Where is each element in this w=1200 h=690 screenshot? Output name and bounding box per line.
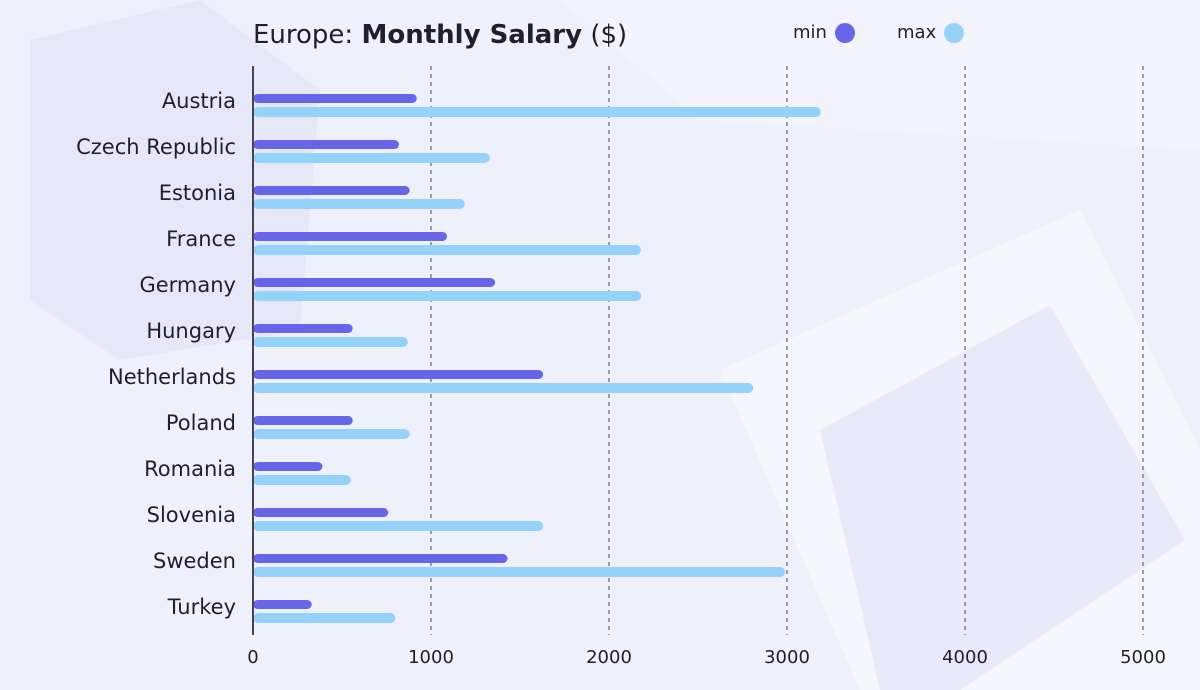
- bar-min: [253, 462, 323, 471]
- bar-min: [253, 324, 353, 333]
- bar-min: [253, 370, 544, 379]
- bar-max: [253, 153, 490, 163]
- legend-min-label: min: [793, 22, 827, 43]
- x-tick-label: 5000: [1120, 647, 1166, 668]
- legend-max: max: [897, 22, 965, 43]
- bar-max: [253, 383, 754, 393]
- chart-title: Europe: Monthly Salary ($): [253, 20, 627, 50]
- category-label: Turkey: [167, 595, 236, 619]
- bar-max: [253, 567, 786, 577]
- category-label: Poland: [165, 411, 236, 435]
- bar-min: [253, 186, 410, 195]
- bar-max: [253, 337, 408, 347]
- bar-max: [253, 521, 544, 531]
- category-label: Sweden: [153, 549, 236, 573]
- bar-min: [253, 94, 417, 103]
- x-tick-label: 0: [247, 647, 259, 668]
- category-label: Czech Republic: [76, 135, 236, 159]
- bar-min: [253, 232, 448, 241]
- category-label: Netherlands: [107, 365, 236, 389]
- bar-min: [253, 600, 312, 609]
- bar-min: [253, 508, 389, 517]
- bar-min: [253, 416, 353, 425]
- category-label: Romania: [144, 457, 236, 481]
- bar-min: [253, 140, 399, 149]
- bar-min: [253, 278, 496, 287]
- category-label: Slovenia: [146, 503, 236, 527]
- category-label: Estonia: [158, 181, 236, 205]
- title-prefix: Europe:: [253, 20, 362, 50]
- bar-max: [253, 429, 410, 439]
- x-tick-label: 4000: [942, 647, 988, 668]
- bar-max: [253, 613, 396, 623]
- x-tick-label: 2000: [586, 647, 632, 668]
- bar-max: [253, 291, 642, 301]
- bar-max: [253, 475, 351, 485]
- bar-max: [253, 107, 821, 117]
- title-bold: Monthly Salary: [361, 20, 583, 50]
- legend-min-swatch: [834, 22, 855, 43]
- bar-max: [253, 199, 465, 209]
- bar-min: [253, 554, 508, 563]
- legend-max-label: max: [897, 22, 937, 43]
- category-label: France: [166, 227, 236, 251]
- legend-max-swatch: [944, 22, 965, 43]
- category-label: Hungary: [146, 319, 236, 343]
- bar-max: [253, 245, 642, 255]
- x-tick-label: 3000: [764, 647, 810, 668]
- x-tick-label: 1000: [408, 647, 454, 668]
- title-suffix: ($): [582, 20, 628, 50]
- category-label: Austria: [161, 89, 236, 113]
- category-label: Germany: [139, 273, 236, 297]
- legend-min: min: [793, 22, 855, 43]
